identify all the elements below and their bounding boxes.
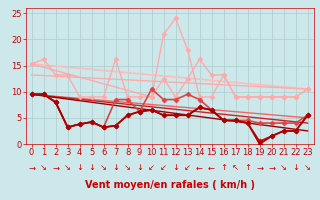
Text: ↘: ↘ [64,163,71,172]
Text: ↓: ↓ [112,163,119,172]
Text: →: → [28,163,35,172]
Text: →: → [268,163,275,172]
Text: →: → [52,163,59,172]
Text: ↓: ↓ [292,163,299,172]
Text: ↘: ↘ [100,163,107,172]
Text: ↓: ↓ [88,163,95,172]
Text: ↙: ↙ [184,163,191,172]
Text: ↓: ↓ [76,163,83,172]
Text: ↑: ↑ [244,163,251,172]
Text: ↑: ↑ [220,163,227,172]
Text: ↘: ↘ [280,163,287,172]
Text: ↓: ↓ [172,163,179,172]
Text: ↙: ↙ [148,163,155,172]
Text: Vent moyen/en rafales ( km/h ): Vent moyen/en rafales ( km/h ) [84,180,255,190]
Text: ↓: ↓ [136,163,143,172]
Text: ↖: ↖ [232,163,239,172]
Text: ←: ← [208,163,215,172]
Text: ↘: ↘ [40,163,47,172]
Text: ↘: ↘ [304,163,311,172]
Text: ↘: ↘ [124,163,131,172]
Text: ↙: ↙ [160,163,167,172]
Text: →: → [256,163,263,172]
Text: ←: ← [196,163,203,172]
